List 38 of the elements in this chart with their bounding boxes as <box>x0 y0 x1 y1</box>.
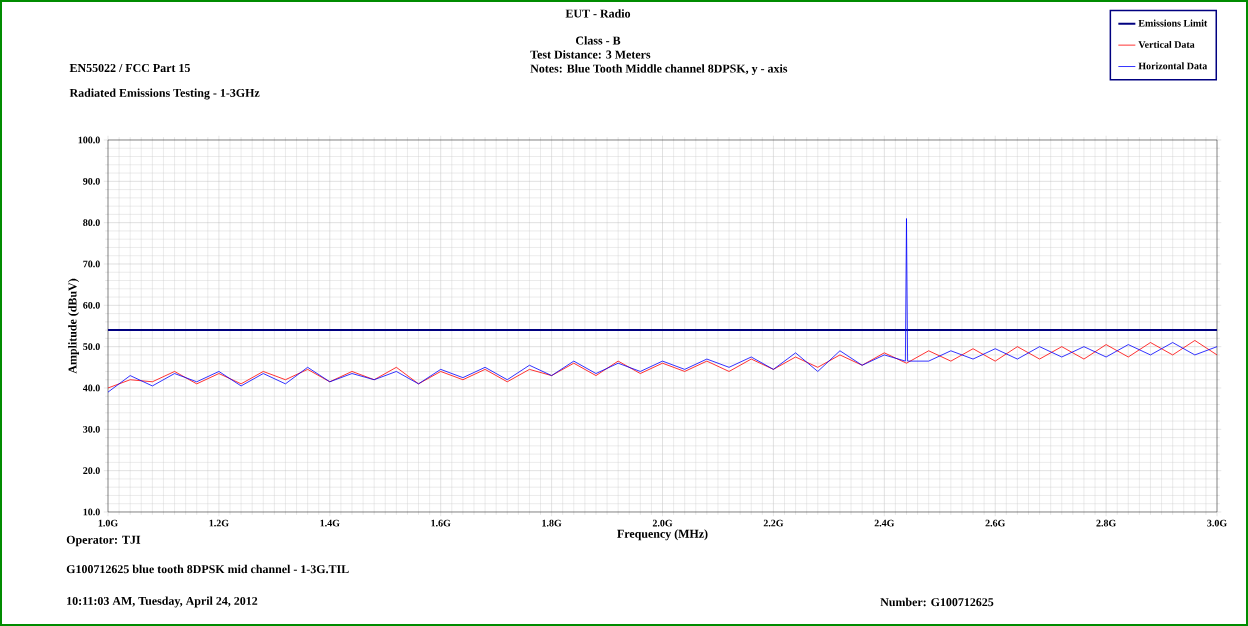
y-tick-label: 30.0 <box>83 425 100 433</box>
x-tick-label: 2.6G <box>985 519 1006 527</box>
text: EUT - Radio <box>565 9 631 18</box>
y-tick-label: 60.0 <box>83 301 100 309</box>
text: Test Distance: 3 Meters <box>530 50 651 59</box>
y-tick-label: 80.0 <box>83 219 100 227</box>
chart-subtitle: Radiated Emissions Testing - 1-3GHz <box>69 88 260 100</box>
x-tick-label: 2.2G <box>763 519 784 527</box>
x-tick-label: 2.8G <box>1096 519 1116 527</box>
text: Operator: TJI <box>66 535 141 547</box>
y-tick-label: 10.0 <box>83 508 100 516</box>
x-tick-label: 3.0G <box>1207 519 1227 527</box>
text: 10:11:03 AM, Tuesday, April 24, 2012 <box>67 596 258 608</box>
line-series <box>108 218 1218 393</box>
y-tick-label: 40.0 <box>82 384 100 392</box>
y-axis-title: Amplitude (dBuV) <box>68 278 79 374</box>
x-tick-label: 1.0G <box>98 519 118 527</box>
legend-label: Horizontal Data <box>1138 62 1208 70</box>
legend-label: Vertical Data <box>1138 40 1195 48</box>
x-tick-label: 2.0G <box>652 519 673 527</box>
x-tick-label: 1.8G <box>542 519 562 527</box>
y-tick-label: 50.0 <box>83 343 100 351</box>
x-tick-label: 1.4G <box>320 519 340 527</box>
line-series <box>108 340 1218 389</box>
text: Notes: Blue Tooth Middle channel 8DPSK, y - axis <box>530 64 788 76</box>
text: G100712625 blue tooth 8DPSK mid channel - 1-3G.TIL <box>66 564 349 574</box>
text: Class - B <box>576 36 621 45</box>
y-tick-label: 100.0 <box>78 136 100 144</box>
x-axis-title: Frequency (MHz) <box>617 529 708 541</box>
x-tick-label: 2.4G <box>874 519 895 527</box>
chart-title: EN55022 / FCC Part 15 <box>69 63 190 73</box>
x-tick-label: 1.2G <box>209 519 229 527</box>
legend-label: Emissions Limit <box>1138 19 1208 27</box>
x-tick-label: 1.6G <box>431 519 451 527</box>
y-tick-label: 20.0 <box>83 467 100 475</box>
y-tick-label: 90.0 <box>83 177 100 185</box>
text: Number: G100712625 <box>880 597 994 607</box>
y-tick-label: 70.0 <box>83 260 100 268</box>
